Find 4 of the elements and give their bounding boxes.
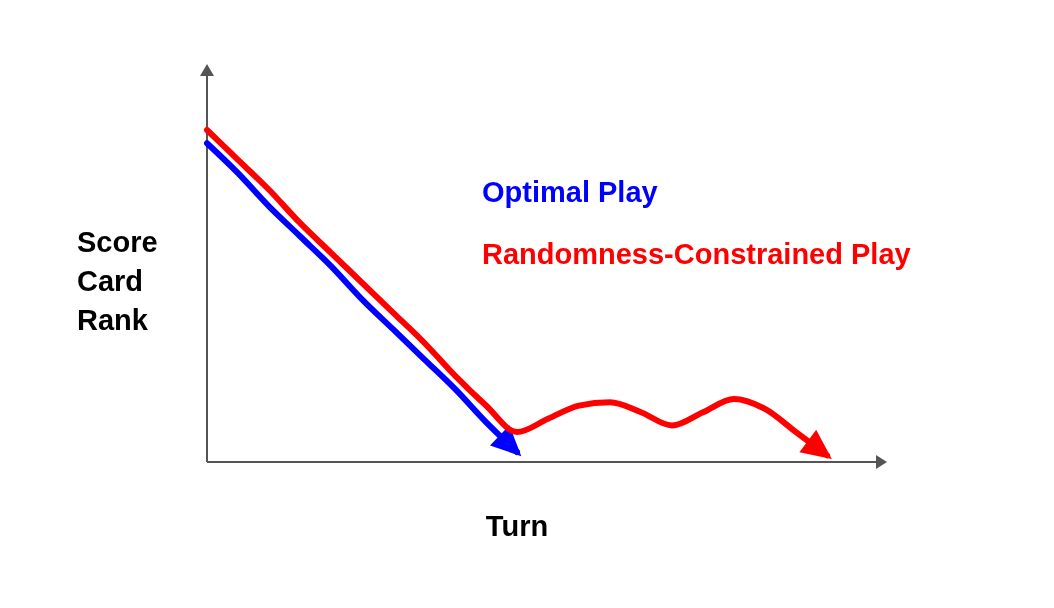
x-axis-title: Turn [485, 509, 549, 542]
y-axis-title: Score Card Rank [77, 225, 158, 336]
text: Randomness-Constrained Play [482, 237, 911, 270]
text: Optimal Play [482, 175, 658, 208]
